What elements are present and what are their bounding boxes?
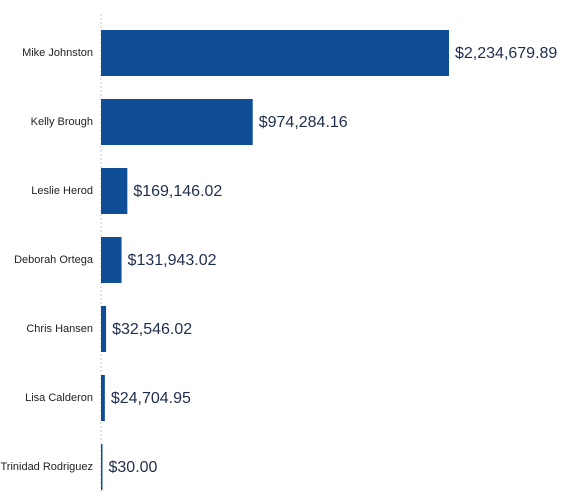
bar: [101, 375, 105, 421]
category-label: Trinidad Rodriguez: [0, 461, 93, 473]
value-label: $974,284.16: [259, 114, 348, 131]
bar: [101, 168, 128, 214]
bar: [101, 99, 253, 145]
value-label: $2,234,679.89: [455, 45, 557, 62]
bar: [101, 306, 107, 352]
value-label: $131,943.02: [128, 252, 217, 269]
category-labels-group: Mike Johnston Kelly Brough Leslie Herod Deb…: [0, 47, 93, 473]
value-label: $169,146.02: [133, 183, 222, 200]
bar: [101, 237, 122, 283]
value-label: $30.00: [109, 459, 158, 476]
category-label: Leslie Herod: [31, 185, 93, 197]
bars-group: [101, 30, 449, 490]
category-label: Chris Hansen: [26, 323, 93, 335]
category-label: Kelly Brough: [31, 116, 93, 128]
category-label: Mike Johnston: [22, 47, 93, 59]
value-label: $32,546.02: [112, 321, 192, 338]
bar: [101, 444, 103, 490]
bar: [101, 30, 449, 76]
category-label: Lisa Calderon: [25, 392, 93, 404]
value-label: $24,704.95: [111, 390, 191, 407]
category-label: Deborah Ortega: [14, 254, 94, 266]
value-labels-group: $2,234,679.89 $974,284.16 $169,146.02 $131,…: [109, 45, 558, 476]
